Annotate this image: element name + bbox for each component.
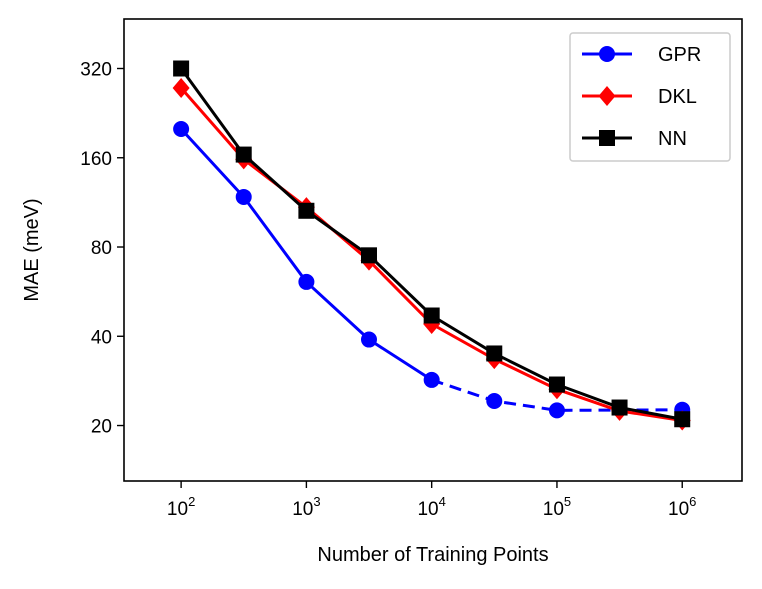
y-tick-label: 80 (91, 238, 112, 259)
data-point (298, 273, 315, 290)
x-axis-label: Number of Training Points (317, 544, 548, 566)
x-tick-label: 102 (167, 494, 195, 520)
series-nn (173, 60, 691, 428)
data-point (548, 402, 565, 419)
data-point (674, 411, 691, 428)
legend-label: DKL (658, 86, 697, 108)
legend-box (569, 32, 731, 162)
x-tick-label: 106 (668, 494, 696, 520)
y-axis-label: MAE (meV) (21, 198, 43, 301)
y-tick-label: 160 (80, 149, 112, 170)
data-point (235, 146, 252, 163)
y-tick-label: 320 (80, 60, 112, 81)
legend-item-nn: NN (582, 128, 687, 150)
data-point (423, 307, 440, 324)
series-line-solid (180, 128, 433, 382)
y-tick-label: 20 (91, 417, 112, 438)
data-point (173, 121, 190, 138)
axis-ticks: 102 103 104 105 106 20 40 80 160 320 (80, 60, 696, 520)
y-tick-label: 40 (91, 327, 112, 348)
legend-item-dkl: DKL (582, 86, 697, 108)
legend: GPR DKL NN (569, 32, 731, 162)
data-point (298, 202, 315, 219)
x-tick-label: 103 (292, 494, 320, 520)
data-point (486, 392, 503, 409)
data-point (360, 247, 377, 264)
axes-frame (123, 18, 743, 482)
data-point (360, 331, 377, 348)
data-point (548, 376, 565, 393)
legend-label: NN (658, 128, 687, 150)
legend-marker (599, 130, 615, 146)
plot-area (172, 60, 691, 431)
data-point (235, 188, 252, 205)
data-point (423, 371, 440, 388)
legend-label: GPR (658, 44, 701, 66)
data-point (172, 78, 190, 99)
x-tick-label: 105 (543, 494, 571, 520)
data-point (486, 345, 503, 362)
series-gpr (173, 121, 691, 419)
x-tick-label: 104 (417, 494, 445, 520)
legend-marker (599, 46, 615, 62)
data-point (611, 399, 628, 416)
legend-item-gpr: GPR (582, 44, 701, 66)
data-point (173, 60, 190, 77)
legend-marker (598, 86, 616, 106)
